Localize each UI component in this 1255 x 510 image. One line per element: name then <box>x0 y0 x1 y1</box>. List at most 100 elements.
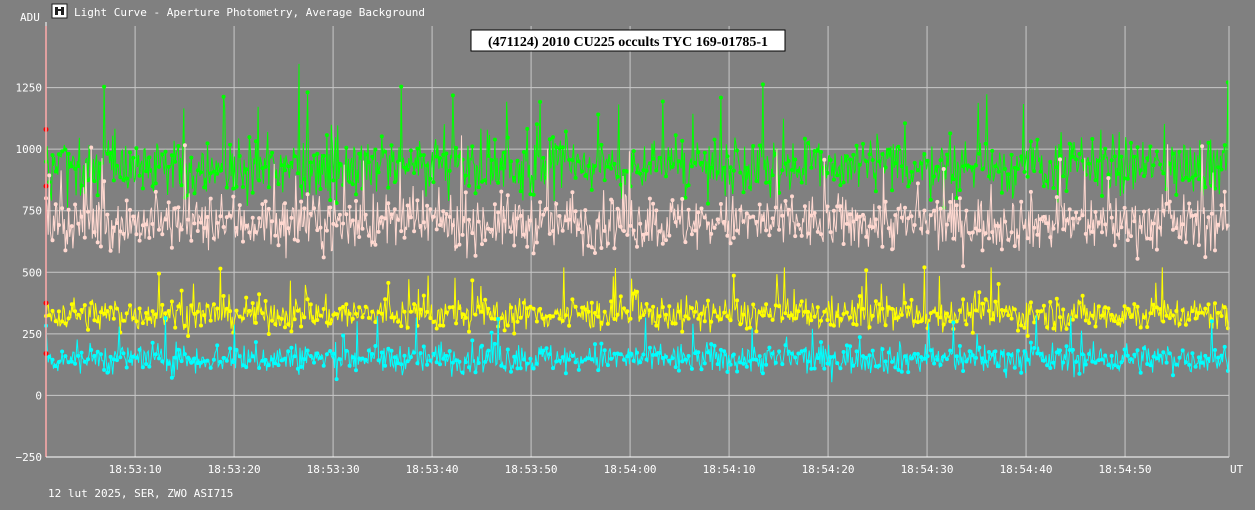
data-point <box>231 186 236 191</box>
data-point <box>1093 324 1098 329</box>
data-point <box>1003 167 1008 171</box>
data-point <box>1009 353 1014 358</box>
data-point <box>731 352 736 357</box>
data-point <box>1125 306 1130 311</box>
data-point <box>56 360 61 364</box>
x-tick-label: 18:54:50 <box>1099 463 1152 476</box>
data-point <box>263 164 268 169</box>
data-point <box>405 359 410 364</box>
data-point <box>56 223 61 227</box>
data-point <box>554 359 559 364</box>
data-point <box>295 366 300 371</box>
data-point <box>518 189 523 194</box>
data-point <box>838 316 843 321</box>
data-point <box>324 133 329 138</box>
data-point <box>1135 256 1140 261</box>
data-point <box>1138 370 1143 375</box>
data-point <box>302 315 307 320</box>
data-point <box>283 325 287 330</box>
data-point <box>289 329 294 334</box>
data-point <box>1161 208 1166 213</box>
data-point <box>928 197 933 202</box>
data-point <box>1096 158 1101 163</box>
data-point <box>186 355 191 360</box>
data-point <box>906 370 911 375</box>
data-point <box>925 158 930 163</box>
data-point <box>961 164 966 169</box>
data-point <box>1025 357 1030 362</box>
data-point <box>647 345 652 350</box>
data-point <box>76 164 81 168</box>
data-point <box>1135 304 1140 309</box>
data-point <box>1103 353 1108 358</box>
data-point <box>202 359 207 364</box>
data-point <box>890 247 895 252</box>
data-point <box>567 157 572 162</box>
data-point <box>512 175 517 180</box>
data-point <box>350 355 355 360</box>
data-point <box>234 308 239 313</box>
data-point <box>228 346 233 351</box>
data-point <box>1200 144 1205 149</box>
data-point <box>948 200 953 204</box>
data-point <box>948 319 953 324</box>
data-point <box>977 290 982 295</box>
data-point <box>89 145 94 150</box>
data-point <box>1193 316 1198 321</box>
data-point <box>922 356 927 361</box>
data-point <box>1032 169 1037 174</box>
data-point <box>951 320 956 325</box>
data-point <box>890 359 895 364</box>
data-point <box>735 298 740 303</box>
data-point <box>121 231 126 236</box>
data-point <box>176 205 181 210</box>
data-point <box>1116 232 1121 237</box>
data-point <box>260 202 265 207</box>
data-point <box>379 215 384 220</box>
data-point <box>1161 171 1166 176</box>
data-point <box>919 226 924 231</box>
data-point <box>618 294 623 299</box>
data-point <box>1129 357 1133 362</box>
data-point <box>919 319 924 324</box>
data-point <box>999 351 1004 356</box>
data-point <box>790 168 794 172</box>
data-point <box>131 214 136 219</box>
data-point <box>331 351 336 356</box>
data-point <box>854 349 859 354</box>
data-point <box>1022 349 1027 354</box>
data-point <box>563 129 568 134</box>
data-point <box>354 192 358 197</box>
data-point <box>357 356 362 361</box>
data-point <box>1109 312 1114 317</box>
data-point <box>683 195 688 200</box>
data-point <box>308 354 313 358</box>
data-point <box>896 315 901 320</box>
data-point <box>538 200 543 205</box>
data-point <box>570 158 575 162</box>
data-point <box>961 264 966 269</box>
series-line-2 <box>45 135 1230 267</box>
data-point <box>389 212 394 217</box>
data-point <box>547 313 552 318</box>
data-point <box>864 355 869 360</box>
data-point <box>915 181 920 186</box>
data-point <box>1038 309 1043 314</box>
data-point <box>777 304 782 309</box>
data-point <box>53 364 58 369</box>
data-point <box>609 197 614 202</box>
data-point <box>1190 351 1195 356</box>
data-point <box>676 368 681 373</box>
data-point <box>528 356 533 361</box>
data-point <box>583 173 588 178</box>
data-point <box>993 223 998 228</box>
data-point <box>447 168 452 173</box>
data-point <box>50 238 55 243</box>
data-point <box>279 316 284 321</box>
data-point <box>612 161 617 166</box>
light-curve-app-icon[interactable] <box>51 3 68 19</box>
data-point <box>266 206 271 211</box>
data-point <box>60 149 65 154</box>
data-point <box>1193 173 1198 178</box>
data-point <box>1090 137 1095 141</box>
